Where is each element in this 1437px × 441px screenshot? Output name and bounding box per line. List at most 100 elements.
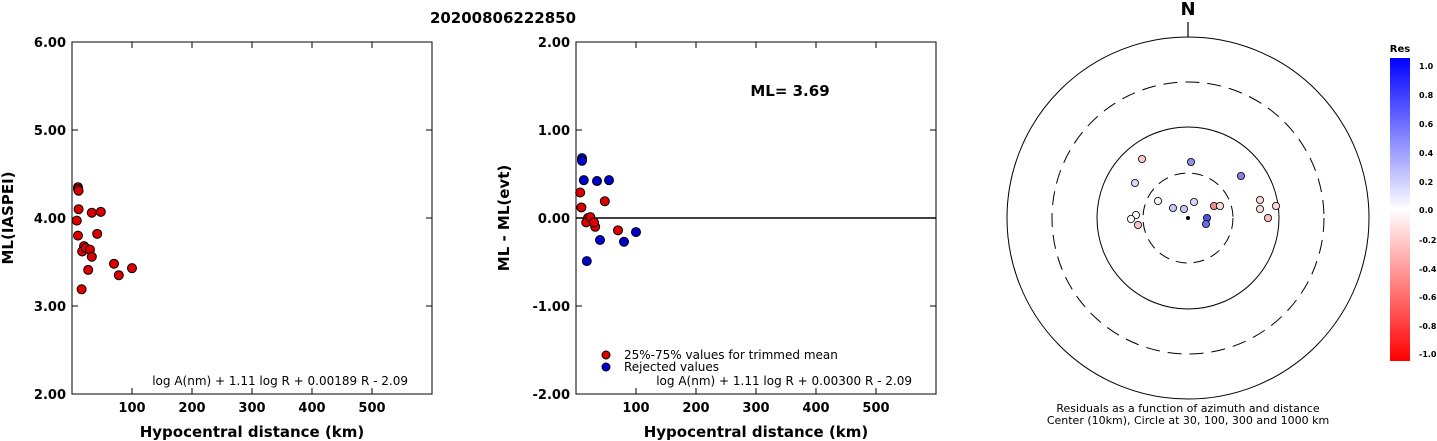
colorbar-tick-label: 1.0 xyxy=(1419,62,1434,71)
x-axis-label: Hypocentral distance (km) xyxy=(140,423,365,441)
ring-300km xyxy=(1051,81,1325,355)
colorbar-tick-label: 0.8 xyxy=(1419,91,1434,100)
data-point xyxy=(76,284,87,295)
colorbar-title: Res xyxy=(1390,44,1410,55)
legend-marker-rejected xyxy=(601,362,611,372)
data-point xyxy=(578,175,589,186)
caption-line-2: Center (10km), Circle at 30, 100, 300 an… xyxy=(1047,414,1329,427)
y-tick-group: 2.00 3.00 4.00 5.00 6.00 xyxy=(34,36,432,403)
colorbar-tick-label: 0.0 xyxy=(1419,206,1434,215)
x-axis-label: Hypocentral distance (km) xyxy=(644,423,869,441)
colorbar-tick-label: 0.2 xyxy=(1419,178,1433,187)
points-group xyxy=(71,182,137,295)
colorbar-tick-label: -0.2 xyxy=(1419,236,1437,245)
colorbar-tick-label: 0.4 xyxy=(1419,149,1434,158)
data-point xyxy=(613,225,623,236)
colorbar-tick-label: -1.0 xyxy=(1419,350,1437,359)
data-point xyxy=(83,264,94,275)
data-point xyxy=(95,206,106,217)
panel-ml-vs-distance: 2.00 3.00 4.00 5.00 6.00 100 200 300 400 500 Hyp… xyxy=(0,36,433,441)
residual-point xyxy=(1272,201,1281,210)
residual-point xyxy=(1256,195,1265,204)
panel-residual-vs-distance: -2.00 -1.00 0.00 1.00 2.00 100 200 300 400 500 M… xyxy=(495,36,937,441)
north-label: N xyxy=(1180,0,1195,20)
data-point xyxy=(575,187,586,198)
residual-point xyxy=(1138,154,1147,163)
x-tick-group: 100 200 300 400 500 xyxy=(622,42,890,416)
x-tick-label: 400 xyxy=(802,401,829,416)
panel-azimuth-residuals: N Residuals as a function of azimuth and… xyxy=(1006,0,1437,427)
points-group xyxy=(575,153,641,267)
colorbar-tick-label: 0.6 xyxy=(1419,120,1434,129)
colorbar xyxy=(1390,58,1410,361)
points-group xyxy=(1127,154,1281,229)
data-point xyxy=(631,227,641,238)
data-point xyxy=(92,228,103,239)
data-point xyxy=(581,256,592,267)
colorbar-tick-label: -0.6 xyxy=(1419,293,1437,302)
y-tick-label: 2.00 xyxy=(34,388,66,403)
data-point xyxy=(604,175,614,186)
y-tick-label: -1.00 xyxy=(533,300,570,315)
data-point xyxy=(619,236,629,247)
x-tick-label: 200 xyxy=(178,401,205,416)
data-point xyxy=(589,217,599,228)
residual-point xyxy=(1264,213,1273,222)
data-point xyxy=(127,263,137,274)
x-tick-label: 100 xyxy=(622,401,649,416)
x-tick-label: 500 xyxy=(358,401,385,416)
data-point xyxy=(71,215,82,226)
figure-title: 20200806222850 xyxy=(430,9,576,27)
x-tick-label: 400 xyxy=(298,401,325,416)
data-point xyxy=(599,196,610,207)
data-point xyxy=(73,204,84,215)
colorbar-tick-label: -0.4 xyxy=(1419,265,1437,274)
ring-1000km xyxy=(1006,36,1370,400)
formula-label: log A(nm) + 1.11 log R + 0.00300 R - 2.0… xyxy=(656,374,912,388)
data-point xyxy=(73,230,83,241)
plot-frame xyxy=(71,41,433,395)
x-tick-label: 200 xyxy=(682,401,709,416)
x-tick-label: 500 xyxy=(862,401,889,416)
data-point xyxy=(73,185,84,196)
residual-point xyxy=(1202,219,1211,228)
caption-line-1: Residuals as a function of azimuth and d… xyxy=(1056,402,1319,415)
x-tick-label: 300 xyxy=(742,401,769,416)
residual-point xyxy=(1169,203,1178,212)
x-tick-group: 100 200 300 400 500 xyxy=(118,42,386,416)
y-tick-label: 3.00 xyxy=(34,300,66,315)
ring-30km xyxy=(1142,172,1234,264)
y-tick-label: 2.00 xyxy=(538,36,570,51)
residual-point xyxy=(1127,214,1136,223)
colorbar-labels: 1.0 0.8 0.6 0.4 0.2 0.0 -0.2 -0.4 -0.6 -0.8 -1.0 xyxy=(1419,62,1437,359)
data-point xyxy=(109,258,119,269)
y-axis-label: ML - ML(evt) xyxy=(495,165,513,271)
residual-point xyxy=(1187,157,1196,166)
x-tick-label: 300 xyxy=(238,401,265,416)
y-tick-label: 5.00 xyxy=(34,124,66,139)
data-point xyxy=(595,235,605,245)
residual-point xyxy=(1154,196,1163,205)
residual-point xyxy=(1180,204,1189,213)
colorbar-tick-label: -0.8 xyxy=(1419,322,1437,331)
residual-point xyxy=(1134,220,1143,229)
y-tick-label: -2.00 xyxy=(533,388,570,403)
y-axis-label: ML(IASPEI) xyxy=(0,171,17,264)
residual-point xyxy=(1216,201,1225,210)
residual-point xyxy=(1190,197,1199,206)
y-tick-group: -2.00 -1.00 0.00 1.00 2.00 xyxy=(533,36,936,403)
residual-point xyxy=(1131,178,1140,187)
data-point xyxy=(592,176,602,187)
y-tick-label: 1.00 xyxy=(538,124,570,139)
y-tick-label: 6.00 xyxy=(34,36,66,51)
center-marker xyxy=(1186,216,1190,220)
data-point xyxy=(86,207,97,218)
formula-label: log A(nm) + 1.11 log R + 0.00189 R - 2.0… xyxy=(152,374,408,388)
residual-point xyxy=(1256,204,1265,213)
ring-100km xyxy=(1096,126,1280,310)
ml-annotation: ML= 3.69 xyxy=(750,82,829,100)
x-tick-label: 100 xyxy=(118,401,145,416)
legend-label-trimmed: 25%-75% values for trimmed mean xyxy=(624,348,838,362)
data-point xyxy=(86,251,97,262)
